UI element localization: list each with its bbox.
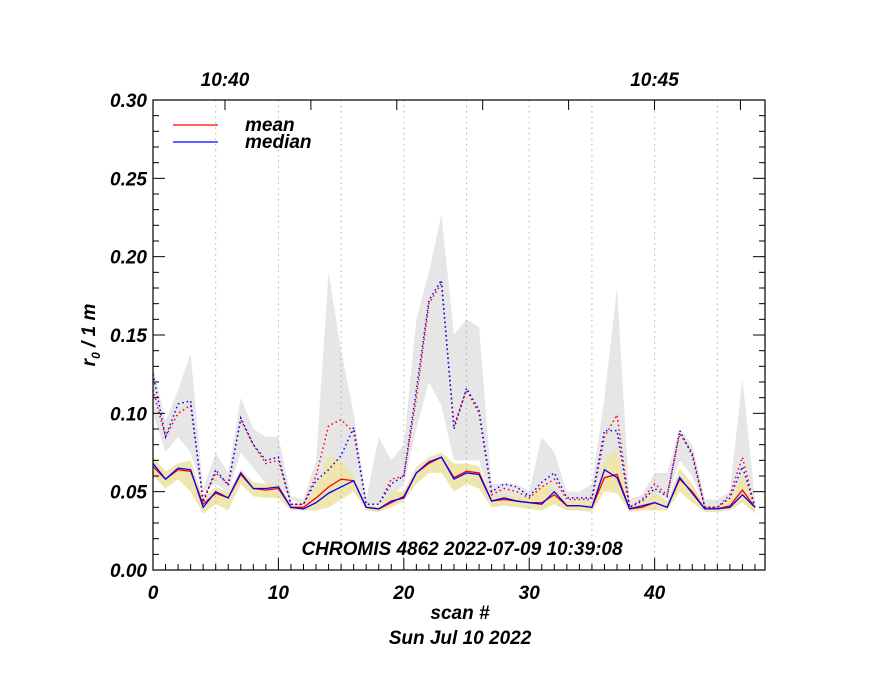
y-tick-label: 0.05 <box>110 483 147 504</box>
y-tick-label: 0.15 <box>110 326 147 347</box>
top-time-label: 10:45 <box>630 70 679 91</box>
series-lines <box>152 277 756 510</box>
top-time-label: 10:40 <box>201 70 250 91</box>
y-label-sub: 0 <box>89 352 103 359</box>
annotation: CHROMIS 4862 2022-07-09 10:39:08 <box>301 539 623 560</box>
gray-band <box>153 214 755 508</box>
bands <box>153 214 755 514</box>
x-axis-label: scan # <box>430 603 490 624</box>
x-tick-label: 0 <box>148 583 159 604</box>
x-tick-label: 10 <box>268 583 290 604</box>
y-label-r: r <box>79 357 100 366</box>
legend: mean median <box>173 115 312 153</box>
legend-median-label: median <box>245 132 312 153</box>
date-label: Sun Jul 10 2022 <box>389 628 532 649</box>
tick-labels: 0.00 0.05 0.10 0.15 0.20 0.25 0.30 0 10 20 30 40 10:… <box>110 70 679 604</box>
y-tick-label: 0.10 <box>110 404 147 425</box>
axis-ticks <box>152 99 765 571</box>
x-tick-label: 40 <box>643 583 666 604</box>
y-label-rest: / 1 m <box>79 304 100 353</box>
y-tick-label: 0.00 <box>110 561 147 582</box>
y-tick-label: 0.30 <box>110 91 147 112</box>
yellow-band <box>153 447 755 514</box>
x-tick-label: 30 <box>519 583 541 604</box>
median-solid-line <box>152 456 756 510</box>
y-tick-label: 0.20 <box>110 248 147 269</box>
y-tick-label: 0.25 <box>110 169 147 190</box>
legend-mean-label: mean <box>245 115 295 136</box>
x-tick-label: 20 <box>392 583 415 604</box>
y-axis-label: r0 / 1 m <box>79 304 103 367</box>
